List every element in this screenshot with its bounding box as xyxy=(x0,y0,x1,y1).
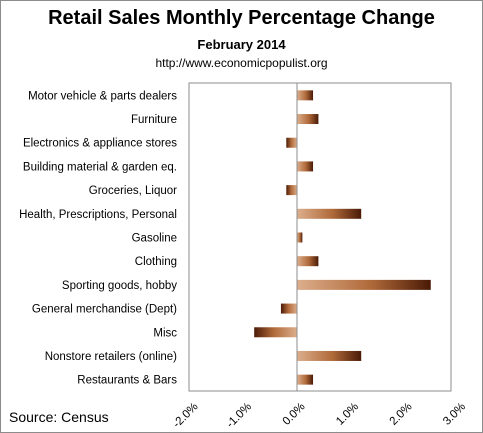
category-label: Gasoline xyxy=(132,233,177,245)
bars xyxy=(254,90,431,385)
category-label: Clothing xyxy=(135,256,177,268)
x-tick-label: 2.0% xyxy=(388,401,415,428)
bar xyxy=(280,303,297,314)
x-tick-label: 0.0% xyxy=(281,401,308,428)
x-tick-label: 3.0% xyxy=(441,401,468,428)
bar xyxy=(297,374,314,385)
category-labels: Motor vehicle & parts dealers Furniture El… xyxy=(19,90,177,386)
bar xyxy=(297,161,314,172)
category-label: Nonstore retailers (online) xyxy=(45,351,177,363)
bar xyxy=(297,90,314,101)
bar xyxy=(254,327,297,338)
bar xyxy=(297,114,319,125)
x-tick-label: -1.0% xyxy=(224,401,254,431)
x-tick-labels: -2.0% -1.0% 0.0% 1.0% 2.0% 3.0% xyxy=(171,401,468,431)
bar xyxy=(297,256,319,267)
x-tick-label: -2.0% xyxy=(171,401,201,431)
bar xyxy=(286,185,297,196)
category-label: Motor vehicle & parts dealers xyxy=(28,90,177,102)
chart-source: Source: Census xyxy=(9,409,109,425)
category-label: Groceries, Liquor xyxy=(89,185,177,197)
bar xyxy=(297,350,362,361)
bar xyxy=(286,137,297,148)
category-label: Sporting goods, hobby xyxy=(62,280,177,292)
category-label: Restaurants & Bars xyxy=(77,375,177,387)
category-label: Health, Prescriptions, Personal xyxy=(19,209,177,221)
category-label: Building material & garden eq. xyxy=(23,161,177,173)
category-label: Electronics & appliance stores xyxy=(23,138,177,150)
category-label: Misc xyxy=(153,327,177,339)
category-label: Furniture xyxy=(131,114,177,126)
category-label: General merchandise (Dept) xyxy=(32,304,177,316)
x-tick-label: 1.0% xyxy=(334,401,361,428)
chart-title: Retail Sales Monthly Percentage Change xyxy=(48,7,435,29)
chart-url: http://www.economicpopulist.org xyxy=(155,56,328,70)
bar xyxy=(297,208,362,219)
plot-border xyxy=(188,82,452,392)
chart-subtitle: February 2014 xyxy=(197,37,286,52)
bar xyxy=(297,279,431,290)
bar xyxy=(297,232,303,243)
